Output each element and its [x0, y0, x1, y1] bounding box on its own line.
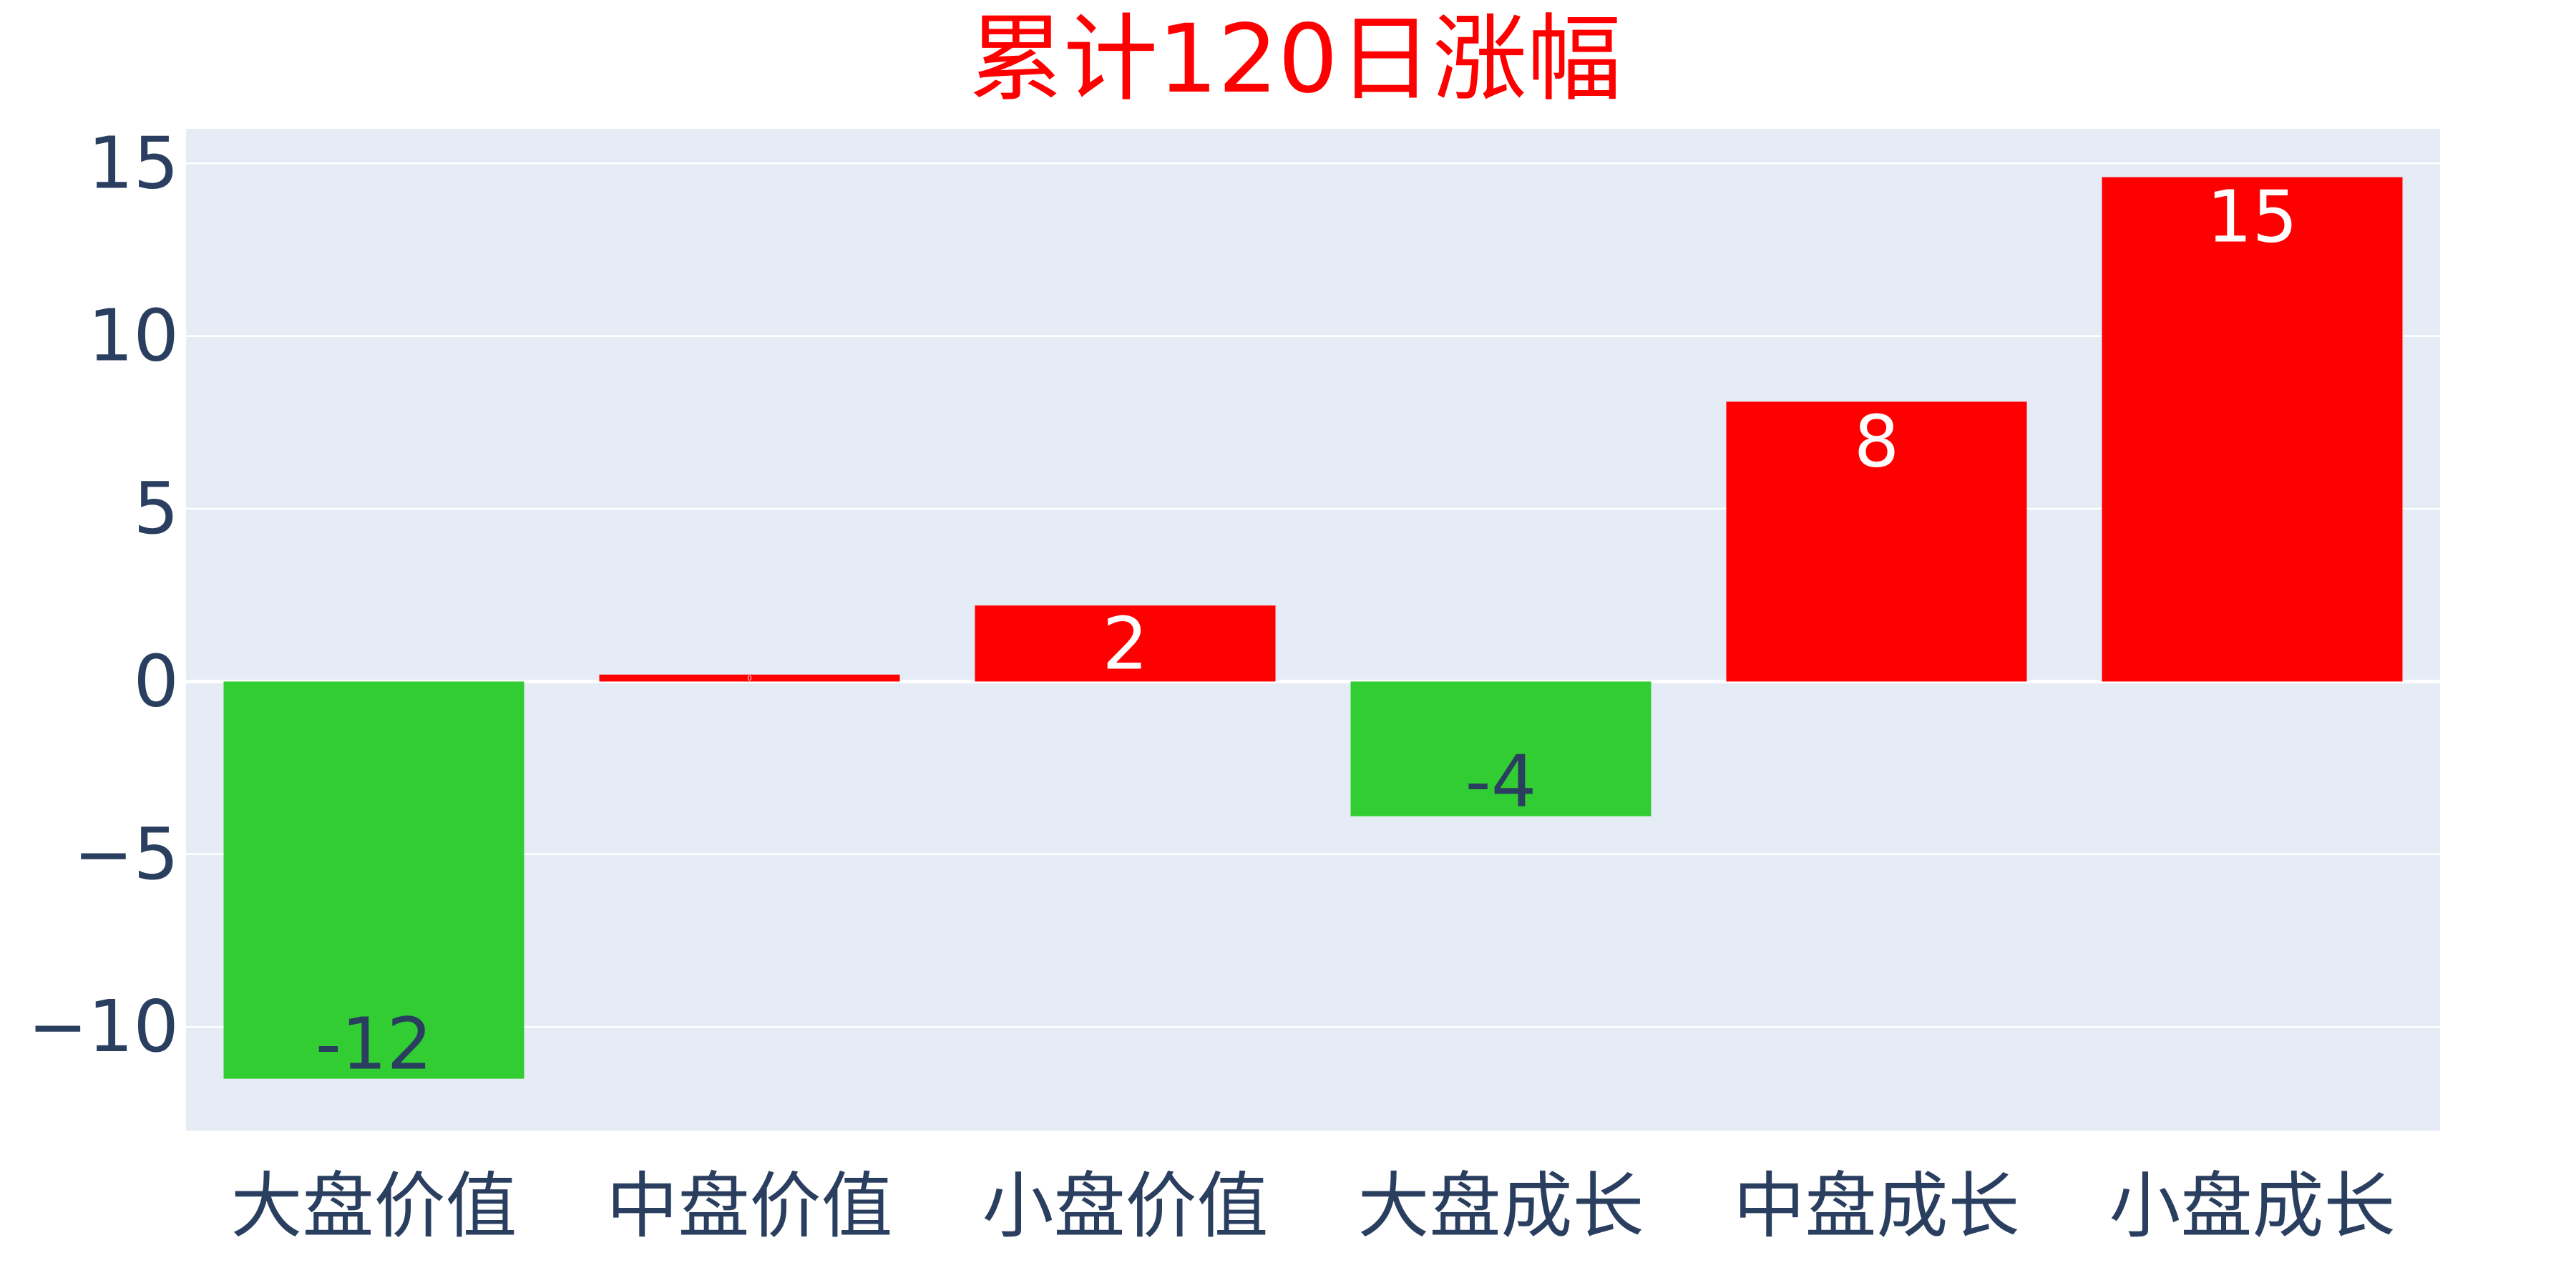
- x-tick-label: 小盘价值: [982, 1164, 1269, 1248]
- gridlines: [186, 162, 2440, 1028]
- bar-data-label: -4: [1465, 740, 1537, 824]
- y-axis-ticks: −10 −5 0 5 10 15: [28, 121, 179, 1068]
- bar: [1726, 401, 2027, 682]
- bar: [2102, 177, 2403, 682]
- y-tick-label: 0: [133, 639, 179, 723]
- y-tick-label: 10: [88, 294, 179, 378]
- x-tick-label: 大盘价值: [231, 1164, 517, 1248]
- bar-data-label: 0: [747, 675, 751, 683]
- bar: [223, 681, 525, 1079]
- y-tick-label: 5: [133, 467, 179, 550]
- x-tick-label: 大盘成长: [1358, 1164, 1644, 1248]
- x-tick-label: 小盘成长: [2109, 1164, 2396, 1248]
- bars: -12 0 2 -4 8 15: [223, 175, 2403, 1086]
- y-tick-label: 15: [88, 121, 179, 205]
- x-tick-label: 中盘成长: [1734, 1164, 2020, 1248]
- x-tick-label: 中盘价值: [607, 1164, 893, 1248]
- plot-background: [186, 129, 2440, 1131]
- bar: [975, 605, 1276, 682]
- bar-data-label: -12: [316, 1002, 432, 1086]
- bar: [1350, 681, 1652, 816]
- bar-data-label: 2: [1102, 602, 1148, 686]
- bar-data-label: 8: [1854, 399, 1900, 483]
- bar-data-label: 15: [2207, 175, 2298, 259]
- y-tick-label: −5: [74, 812, 179, 896]
- bar: [599, 674, 900, 682]
- chart-title: 累计120日涨幅: [969, 4, 1621, 114]
- x-axis-ticks: 大盘价值 中盘价值 小盘价值 大盘成长 中盘成长 小盘成长: [231, 1164, 2396, 1248]
- y-tick-label: −10: [28, 985, 179, 1068]
